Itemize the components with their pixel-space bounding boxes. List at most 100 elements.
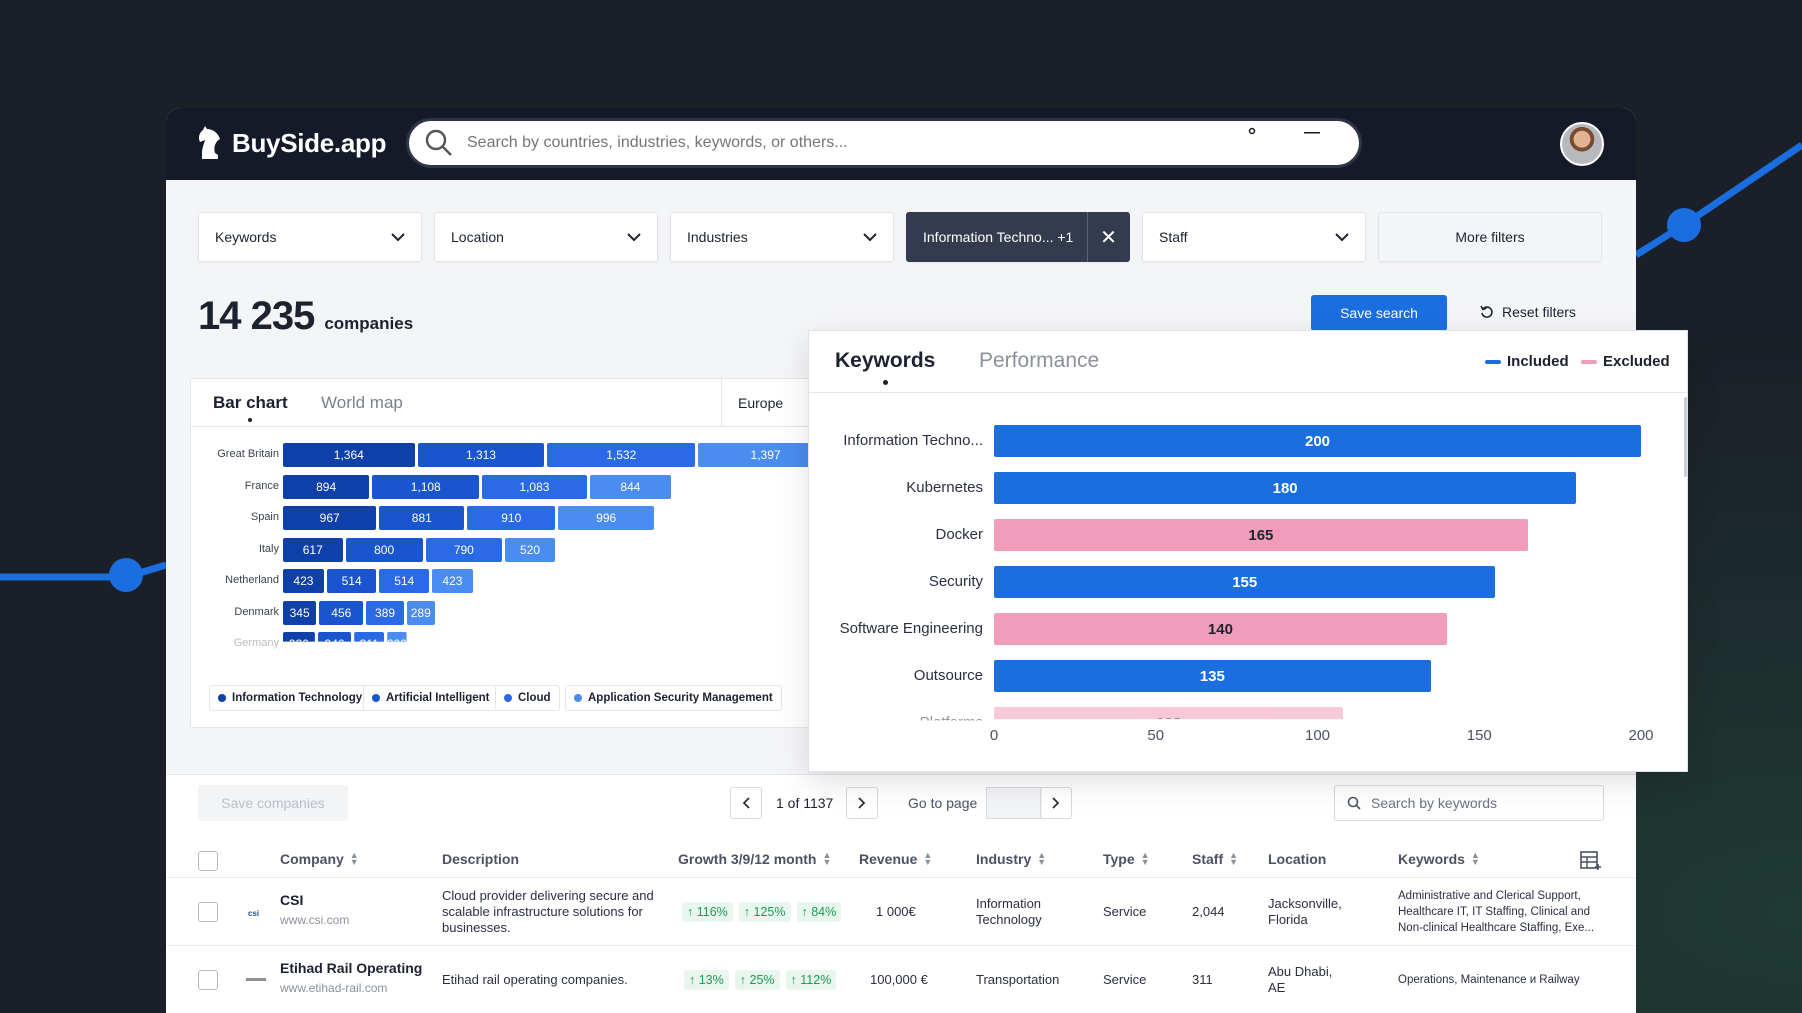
bar-segment[interactable]: 967 xyxy=(283,506,377,530)
bar-segment[interactable]: 844 xyxy=(589,474,672,499)
bar-segment[interactable]: 423 xyxy=(432,569,473,593)
bar-segment[interactable]: 996 xyxy=(558,506,655,530)
bar-category-label: Denmark xyxy=(234,605,279,618)
company-location: Abu Dhabi, AE xyxy=(1268,964,1333,995)
col-staff[interactable]: Staff ▲ ▼ xyxy=(1192,851,1238,868)
table-search[interactable]: Search by keywords xyxy=(1334,785,1604,821)
bar-segment[interactable]: 514 xyxy=(326,569,377,593)
save-companies-button[interactable]: Save companies xyxy=(198,785,348,821)
more-filters-button[interactable]: More filters xyxy=(1378,212,1602,262)
tab-performance[interactable]: Performance xyxy=(979,349,1100,372)
col-company[interactable]: Company ▲ ▼ xyxy=(280,851,359,868)
active-industry-filter[interactable]: Information Techno... +1 ✕ xyxy=(906,212,1130,262)
industries-filter[interactable]: Industries xyxy=(670,212,894,262)
portfolio-button[interactable]: Portfolio xyxy=(1282,122,1342,160)
scrollbar[interactable] xyxy=(1684,397,1687,477)
col-growth[interactable]: Growth 3/9/12 month ▲ ▼ xyxy=(678,851,831,868)
select-all-checkbox[interactable] xyxy=(198,851,218,871)
legend-chip[interactable]: Application Security Management xyxy=(565,685,782,711)
row-checkbox[interactable] xyxy=(198,970,218,990)
keyword-bar[interactable]: 200 xyxy=(994,425,1641,457)
bar-segment[interactable]: 910 xyxy=(467,506,556,530)
legend-excluded-label: Excluded xyxy=(1603,353,1670,370)
bar-segment[interactable]: 345 xyxy=(283,600,317,625)
tab-bar-chart[interactable]: Bar chart xyxy=(213,393,288,422)
keyword-bar[interactable]: 140 xyxy=(994,613,1447,645)
bar-category-label: Great Britain xyxy=(217,448,279,460)
bar-segment[interactable]: 1,083 xyxy=(482,474,587,499)
company-info[interactable]: CSI www.csi.com xyxy=(280,892,349,928)
prev-page-button[interactable] xyxy=(730,787,762,819)
keyword-label: Software Engineering xyxy=(839,620,983,637)
region-selector[interactable]: Europe xyxy=(721,379,819,427)
tab-world-map[interactable]: World map xyxy=(321,393,403,412)
brand-logo[interactable]: BuySide.app xyxy=(196,125,386,161)
bar-segment[interactable]: 200 xyxy=(387,632,407,642)
growth-9m: ↑ 125% xyxy=(738,902,791,922)
bar-segment[interactable]: 423 xyxy=(283,569,324,593)
row-checkbox[interactable] xyxy=(198,902,218,922)
next-page-button[interactable] xyxy=(846,787,878,819)
bar-segment[interactable]: 617 xyxy=(283,537,343,562)
col-type[interactable]: Type ▲ ▼ xyxy=(1103,851,1150,868)
bar-segment[interactable]: 514 xyxy=(379,569,429,593)
go-to-page-input[interactable] xyxy=(986,787,1042,819)
bar-segment[interactable]: 289 xyxy=(406,600,435,625)
searches-button[interactable]: Searches xyxy=(1222,122,1282,158)
bar-segment[interactable]: 894 xyxy=(283,474,370,499)
col-keywords[interactable]: Keywords ▲ ▼ xyxy=(1398,851,1480,868)
company-url[interactable]: www.etihad-rail.com xyxy=(280,981,388,995)
col-revenue[interactable]: Revenue ▲ ▼ xyxy=(859,851,932,868)
col-staff-label: Staff xyxy=(1192,851,1224,867)
location-filter[interactable]: Location xyxy=(434,212,658,262)
search-icon xyxy=(1347,796,1361,810)
company-staff: 2,044 xyxy=(1192,904,1225,919)
bar-segment[interactable]: 311 xyxy=(354,632,385,642)
growth-values: ↑ 13% ↑ 25% ↑ 112% xyxy=(684,970,837,990)
bar-segment[interactable]: 330 xyxy=(283,632,315,642)
legend-chip[interactable]: Artificial Intelligent xyxy=(363,685,499,711)
table-search-placeholder: Search by keywords xyxy=(1371,795,1498,811)
go-to-page-button[interactable] xyxy=(1040,787,1072,819)
bar-segment[interactable]: 456 xyxy=(319,600,364,625)
keyword-bar[interactable]: 135 xyxy=(994,660,1431,692)
legend-dot xyxy=(574,694,582,702)
keyword-bar[interactable]: 165 xyxy=(994,519,1528,551)
clear-filter-close-icon[interactable]: ✕ xyxy=(1087,212,1129,262)
legend-chip[interactable]: Information Technology xyxy=(209,685,372,711)
bar-segment[interactable]: 520 xyxy=(504,537,556,562)
chevron-right-icon xyxy=(1052,797,1060,809)
col-industry[interactable]: Industry ▲ ▼ xyxy=(976,850,1047,868)
keyword-bar[interactable]: 108 xyxy=(994,707,1344,720)
search-input[interactable] xyxy=(467,134,1307,152)
growth-3m-value: 13% xyxy=(698,973,724,987)
company-url[interactable]: www.csi.com xyxy=(280,913,350,927)
legend-chip[interactable]: Cloud xyxy=(495,685,560,711)
tab-keywords[interactable]: Keywords xyxy=(835,349,936,385)
table-row[interactable]: Etihad Rail Operating www.etihad-rail.co… xyxy=(166,945,1636,1013)
bar-segment[interactable]: 790 xyxy=(425,537,502,562)
bar-segment[interactable]: 389 xyxy=(366,600,404,625)
bar-segment[interactable]: 881 xyxy=(379,506,465,530)
save-search-button[interactable]: Save search xyxy=(1311,295,1447,331)
sort-icon: ▲ ▼ xyxy=(1037,850,1047,867)
bar-segment[interactable]: 1,364 xyxy=(283,443,415,467)
bar-segment[interactable]: 800 xyxy=(345,537,423,562)
bar-segment[interactable]: 1,397 xyxy=(698,443,819,467)
global-search[interactable] xyxy=(406,118,1362,168)
bar-segment[interactable]: 1,532 xyxy=(547,443,696,467)
bar-segment[interactable]: 1,108 xyxy=(372,474,480,499)
staff-filter[interactable]: Staff xyxy=(1142,212,1366,262)
chevron-down-icon xyxy=(863,233,877,241)
company-info[interactable]: Etihad Rail Operating www.etihad-rail.co… xyxy=(280,960,422,996)
bar-segment[interactable]: 346 xyxy=(317,632,352,642)
keyword-bar[interactable]: 180 xyxy=(994,472,1577,504)
keywords-filter[interactable]: Keywords xyxy=(198,212,422,262)
table-columns-settings-icon[interactable] xyxy=(1580,851,1602,871)
user-avatar[interactable] xyxy=(1560,122,1604,166)
table-row[interactable]: csi CSI www.csi.com Cloud provider deliv… xyxy=(166,877,1636,945)
location-filter-label: Location xyxy=(451,229,504,245)
keyword-bar[interactable]: 155 xyxy=(994,566,1496,598)
bar-segment[interactable]: 1,313 xyxy=(417,443,545,467)
reset-filters-button[interactable]: Reset filters xyxy=(1480,304,1576,320)
